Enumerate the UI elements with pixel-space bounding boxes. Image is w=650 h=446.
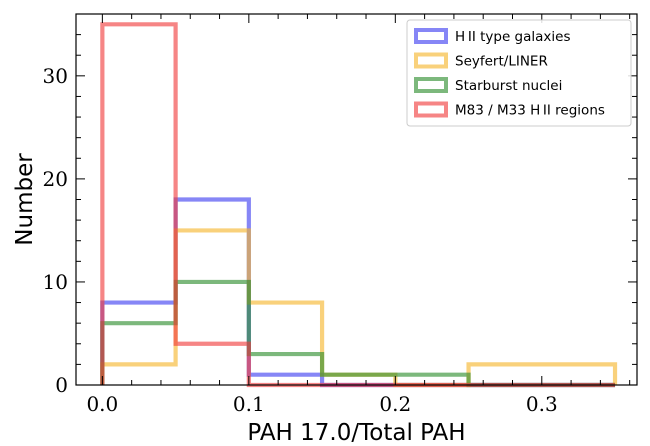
x-tick-label: 0.1	[233, 392, 265, 416]
series-0-histogram-line	[100, 197, 616, 388]
legend-label: Starburst nuclei	[455, 78, 562, 94]
y-axis-title: Number	[12, 153, 38, 246]
legend-label: M83 / M33 H II regions	[455, 103, 605, 119]
x-tick-label: 0.3	[526, 392, 558, 416]
x-axis-title: PAH 17.0/Total PAH	[247, 420, 465, 446]
y-tick-label: 20	[43, 167, 68, 191]
legend-swatch	[414, 101, 448, 118]
y-tick-label: 0	[55, 373, 68, 397]
series-2-histogram-line	[100, 279, 616, 388]
legend-label: Seyfert/LINER	[455, 54, 548, 70]
x-tick-label: 0.0	[86, 392, 118, 416]
y-tick-label: 10	[43, 270, 68, 294]
series-1-histogram-line	[100, 228, 618, 388]
ticks-layer: 0.0 0.1 0.2 0.3 0 10 20 30	[43, 13, 637, 416]
legend-swatch	[414, 77, 448, 93]
legend-swatch	[414, 28, 448, 44]
legend-swatch	[414, 52, 448, 69]
legend-box	[406, 19, 632, 127]
y-tick-label: 30	[43, 64, 68, 88]
legend: H II type galaxies Seyfert/LINER Starburst…	[406, 19, 632, 127]
legend-label: H II type galaxies	[455, 29, 571, 45]
x-tick-label: 0.2	[379, 392, 411, 416]
